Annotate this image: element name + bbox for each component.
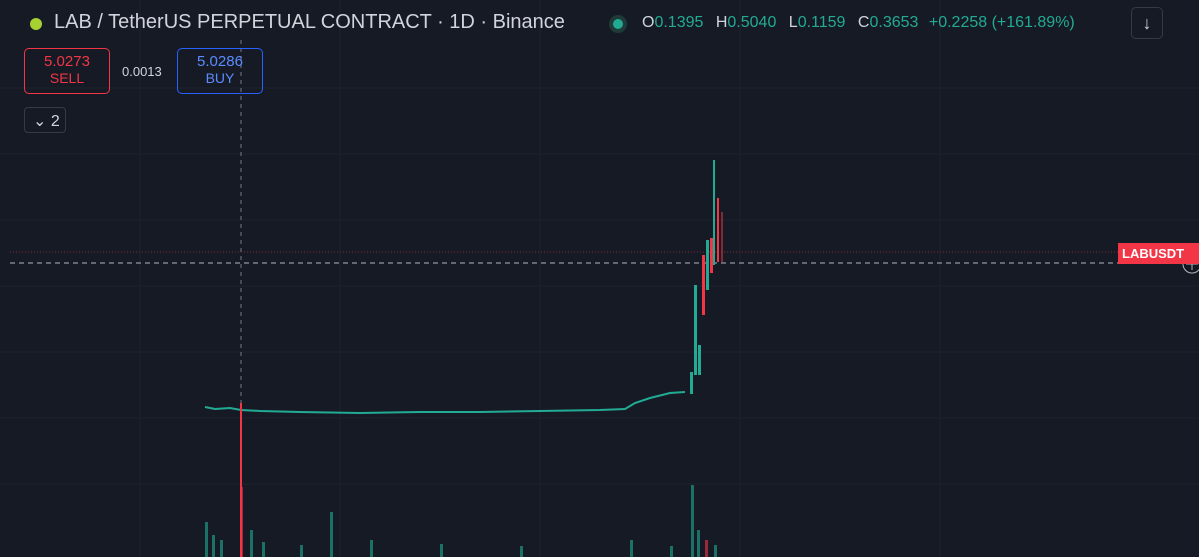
buy-button[interactable]: 5.0286 BUY	[177, 48, 263, 94]
volume	[205, 485, 717, 557]
buy-price: 5.0286	[197, 53, 243, 70]
candles-flat	[204, 391, 686, 415]
chevron: ⌄	[33, 113, 51, 130]
sell-price: 5.0273	[44, 53, 90, 70]
status-dot	[613, 19, 623, 29]
ohlc: O0.1395 H0.5040 L0.1159 C0.3653 +0.2258 …	[642, 14, 1075, 32]
ohlc-key: H	[715, 14, 728, 31]
ohlc-value: 0.1395	[654, 14, 704, 31]
indicators-toggle[interactable]: ⌄ 2	[24, 107, 66, 133]
symbol-title[interactable]: LAB / TetherUS PERPETUAL CONTRACT · 1D ·…	[54, 11, 565, 33]
sell-label: SELL	[49, 70, 85, 86]
candles-spike	[690, 160, 723, 394]
ohlc-key: O	[642, 14, 655, 31]
download-button[interactable]: ↓	[1131, 7, 1163, 39]
logo	[30, 18, 42, 30]
ohlc-value: 0.5040	[727, 14, 777, 31]
ohlc-value: 0.1159	[797, 14, 846, 31]
change: +0.2258 (+161.89%)	[928, 14, 1075, 31]
sell-button[interactable]: 5.0273 SELL	[24, 48, 110, 94]
ohlc-key: C	[857, 14, 870, 31]
buy-label: BUY	[205, 70, 235, 86]
price-label: LABUSDT	[1118, 243, 1199, 264]
indicator-count: 2	[50, 113, 60, 130]
ohlc-key: L	[788, 14, 798, 31]
ohlc-value: 0.3653	[869, 14, 919, 31]
spread: 0.0013	[122, 64, 162, 79]
